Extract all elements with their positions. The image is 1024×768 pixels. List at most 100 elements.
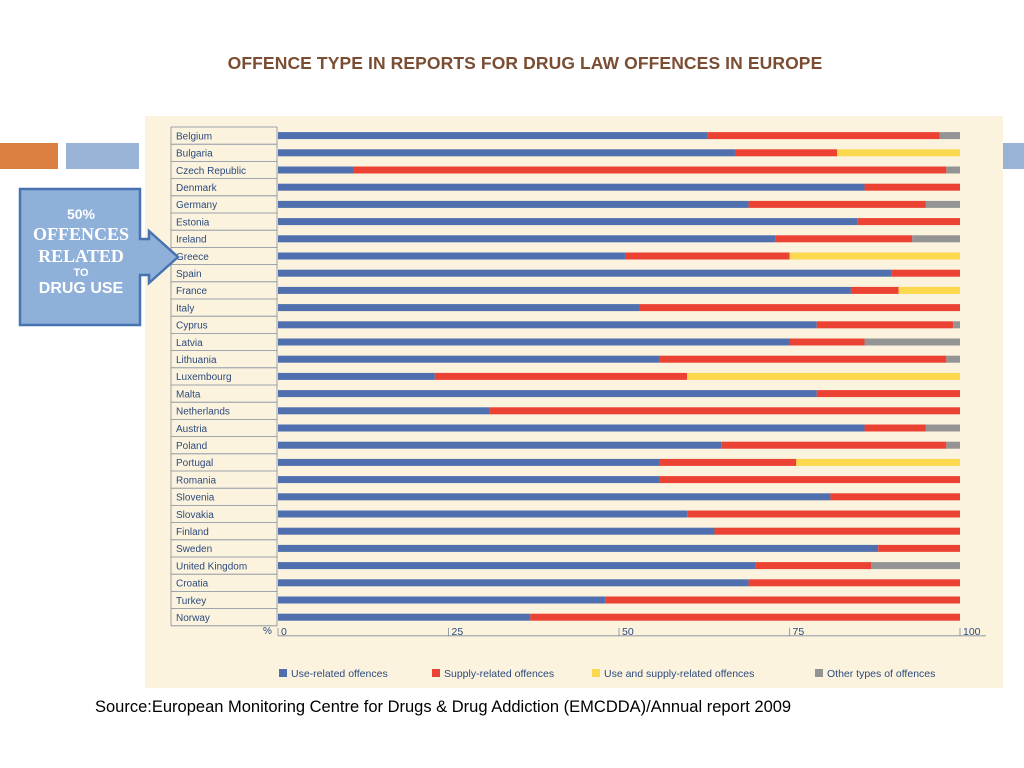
callout-drug-use: DRUG USE <box>38 280 124 297</box>
category-label: Bulgaria <box>176 149 213 160</box>
category-label: Malta <box>176 389 201 400</box>
legend-label: Use-related offences <box>291 668 388 680</box>
bar-segment <box>625 252 790 260</box>
bar-segment <box>278 269 892 277</box>
bar-segment <box>278 149 735 157</box>
category-label: Lithuania <box>176 355 217 366</box>
decor-bar-orange <box>0 143 58 169</box>
bar-segment <box>278 544 879 552</box>
legend-swatch <box>592 669 600 677</box>
bar-segment <box>278 183 865 191</box>
category-label: Romania <box>176 475 216 486</box>
bar-segment <box>278 390 817 398</box>
category-label: United Kingdom <box>176 561 247 572</box>
category-label: Greece <box>176 252 209 263</box>
bar-segment <box>278 200 749 208</box>
category-label: Netherlands <box>176 407 230 418</box>
bar-segment <box>755 562 872 570</box>
bar-segment <box>939 132 960 140</box>
bar-segment <box>925 424 960 432</box>
bar-segment <box>789 252 960 260</box>
bar-segment <box>659 476 960 484</box>
category-label: Sweden <box>176 544 212 555</box>
bar-segment <box>605 596 960 604</box>
bar-segment <box>278 166 354 174</box>
category-label: Poland <box>176 441 207 452</box>
bar-segment <box>748 200 926 208</box>
category-label: Germany <box>176 200 217 211</box>
bar-segment <box>707 132 940 140</box>
bar-segment <box>946 355 960 363</box>
callout-related: RELATED <box>38 246 124 266</box>
bar-segment <box>278 613 531 621</box>
decor-bar-blue-right <box>1003 143 1024 169</box>
bar-segment <box>946 441 960 449</box>
bar-segment <box>748 579 960 587</box>
category-label: Norway <box>176 613 210 624</box>
bar-segment <box>659 458 797 466</box>
source-note: Source:European Monitoring Centre for Dr… <box>95 698 792 716</box>
category-label: France <box>176 286 208 297</box>
bar-segment <box>837 149 960 157</box>
bar-segment <box>278 235 776 243</box>
bar-segment <box>816 321 954 329</box>
category-label: Estonia <box>176 217 210 228</box>
bar-segment <box>687 510 960 518</box>
category-label: Denmark <box>176 183 218 194</box>
bar-segment <box>871 562 960 570</box>
bar-segment <box>721 441 947 449</box>
bar-segment <box>278 338 790 346</box>
callout-offences: OFFENCES <box>32 224 129 244</box>
bar-segment <box>278 321 817 329</box>
bar-segment <box>734 149 838 157</box>
bar-segment <box>434 372 688 380</box>
bar-segment <box>278 527 715 535</box>
bar-segment <box>278 441 722 449</box>
legend-swatch <box>279 669 287 677</box>
bar-segment <box>278 424 865 432</box>
bar-segment <box>530 613 960 621</box>
category-label: Austria <box>176 424 208 435</box>
category-label: Croatia <box>176 579 209 590</box>
x-tick-label: 0 <box>281 626 287 638</box>
bar-segment <box>687 372 960 380</box>
bar-segment <box>946 166 960 174</box>
bar-segment <box>912 235 960 243</box>
legend-label: Other types of offences <box>827 668 935 680</box>
category-label: Italy <box>176 303 194 314</box>
bar-segment <box>864 183 960 191</box>
bar-segment <box>925 200 960 208</box>
category-label: Belgium <box>176 131 212 142</box>
bar-segment <box>278 579 749 587</box>
bar-segment <box>953 321 960 329</box>
bar-segment <box>278 132 708 140</box>
bar-segment <box>714 527 960 535</box>
bar-segment <box>850 286 899 294</box>
bar-segment <box>830 493 960 501</box>
category-label: Slovakia <box>176 510 214 521</box>
decor-bar-blue-left <box>66 143 139 169</box>
bar-segment <box>278 458 660 466</box>
bar-segment <box>278 372 435 380</box>
category-label: Turkey <box>176 596 206 607</box>
bar-segment <box>278 493 831 501</box>
bar-segment <box>891 269 960 277</box>
bar-segment <box>278 304 640 312</box>
category-label: Portugal <box>176 458 213 469</box>
x-tick-label: 25 <box>452 626 464 638</box>
bar-segment <box>278 252 626 260</box>
bar-segment <box>816 390 960 398</box>
bar-segment <box>878 544 960 552</box>
bar-segment <box>639 304 960 312</box>
category-label: Finland <box>176 527 209 538</box>
bar-segment <box>278 596 606 604</box>
bar-segment <box>659 355 947 363</box>
category-label: Spain <box>176 269 202 280</box>
bar-segment <box>278 218 858 226</box>
bar-segment <box>489 407 960 415</box>
category-label: Slovenia <box>176 493 215 504</box>
bar-segment <box>775 235 913 243</box>
x-tick-label: 100 <box>963 626 981 638</box>
category-label: Ireland <box>176 235 207 246</box>
